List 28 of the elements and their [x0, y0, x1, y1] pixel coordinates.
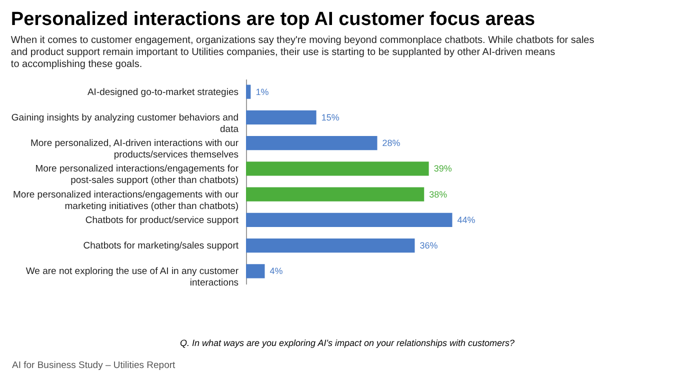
- y-tick-label: More personalized interactions/engagements with our marketing initiatives (other than chatbots): [13, 189, 238, 212]
- y-tick-label: Chatbots for marketing/sales support: [83, 240, 239, 252]
- data-label: 1%: [256, 86, 269, 97]
- y-tick-label: We are not exploring the use of AI in any customer interactions: [26, 266, 239, 289]
- y-tick-label: Gaining insights by analyzing customer behaviors and data: [11, 112, 240, 135]
- bar: [246, 110, 316, 124]
- y-tick-label: Chatbots for product/service support: [85, 214, 239, 226]
- y-tick-label: More personalized interactions/engagements for post-sales support (other than chatbots): [35, 164, 238, 186]
- bar: [246, 187, 424, 202]
- chart-title: Personalized interactions are top AI customer focus areas: [10, 9, 536, 30]
- bar: [246, 162, 429, 176]
- bar: [246, 238, 415, 253]
- data-label: 44%: [457, 214, 476, 225]
- y-tick-label: More personalized, AI-driven interactions with our products/services themselves: [30, 138, 239, 161]
- text: Q. In what ways are you exploring AI's impact on your relationships with customers?: [180, 338, 515, 348]
- chart-subtitle: When it comes to customer engagement, organizations say they're moving beyond commonplace chatbots. While chatbots for sales and product support remain important to Utilities companies, their use is starting to be supplanted by other AI-driven means to accomplishing these goals.: [10, 35, 594, 70]
- data-label: 39%: [434, 164, 452, 174]
- data-label: 38%: [429, 189, 448, 200]
- bar: [246, 84, 251, 99]
- data-label: 4%: [270, 266, 283, 276]
- data-label: 28%: [382, 138, 400, 148]
- bar: [246, 264, 265, 278]
- data-label: 15%: [321, 112, 340, 122]
- text: AI for Business Study – Utilities Report: [12, 360, 176, 371]
- data-label: 36%: [420, 240, 438, 251]
- y-tick-label: AI-designed go-to-market strategies: [87, 86, 239, 98]
- bar: [246, 212, 452, 227]
- bar: [246, 136, 378, 150]
